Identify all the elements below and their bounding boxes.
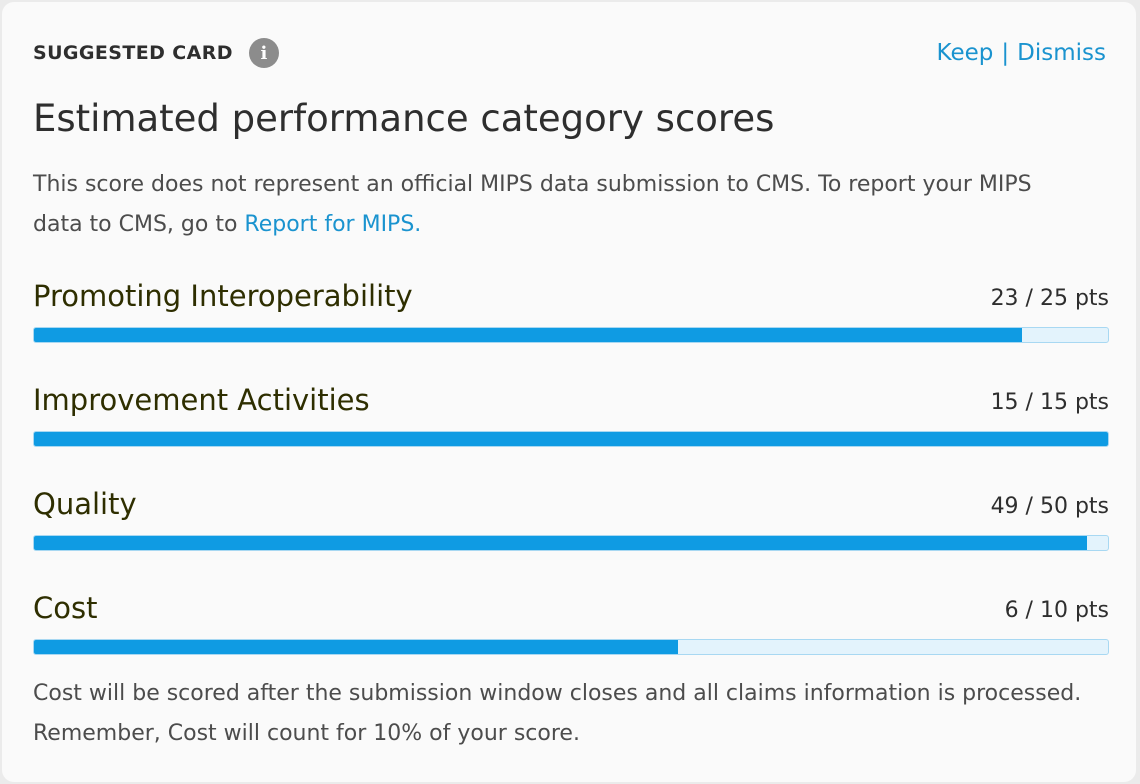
- progress-fill: [34, 432, 1108, 446]
- cost-footnote: Cost will be scored after the submission…: [33, 681, 1082, 746]
- description-text: This score does not represent an officia…: [33, 172, 1032, 237]
- metric-score: 6 / 10 pts: [1004, 598, 1109, 623]
- progress-bar: [33, 327, 1109, 343]
- metric-name: Improvement Activities: [33, 383, 370, 417]
- metric-score: 23 / 25 pts: [990, 286, 1109, 311]
- progress-fill: [34, 536, 1087, 550]
- card-header: SUGGESTED CARD i: [33, 38, 279, 68]
- progress-fill: [34, 640, 679, 654]
- dismiss-link[interactable]: Dismiss: [1017, 40, 1106, 66]
- progress-bar: [33, 639, 1109, 655]
- metric-name: Cost: [33, 591, 98, 625]
- card-label: SUGGESTED CARD: [33, 42, 233, 64]
- action-separator: |: [1001, 40, 1010, 66]
- metric-name: Promoting Interoperability: [33, 279, 413, 313]
- metric-score: 15 / 15 pts: [990, 390, 1109, 415]
- info-icon[interactable]: i: [248, 38, 279, 68]
- keep-link[interactable]: Keep: [936, 40, 994, 66]
- report-for-mips-link[interactable]: Report for MIPS.: [244, 212, 422, 237]
- card-title: Estimated performance category scores: [33, 97, 775, 140]
- metric-name: Quality: [33, 487, 137, 521]
- progress-bar: [33, 535, 1109, 551]
- card-actions: Keep | Dismiss: [937, 40, 1106, 66]
- card-description: This score does not represent an officia…: [33, 165, 1073, 245]
- metric-score: 49 / 50 pts: [990, 494, 1109, 519]
- progress-bar: [33, 431, 1109, 447]
- progress-fill: [34, 328, 1023, 342]
